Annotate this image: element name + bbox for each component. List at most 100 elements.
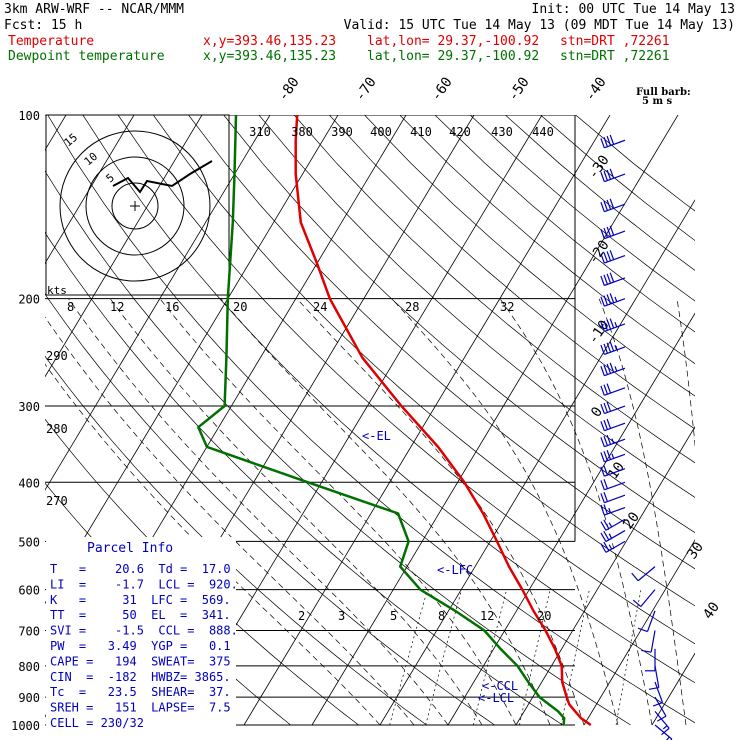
wind-barb-flag	[600, 253, 605, 264]
isotherm-line	[243, 115, 611, 726]
wind-barb	[600, 383, 626, 396]
wind-barb-flag	[603, 541, 610, 552]
wind-barb-flag	[603, 343, 608, 354]
theta-label: 390	[331, 125, 353, 139]
wind-barb	[600, 272, 626, 287]
parcel-info-row: CAPE = 194 SWEAT= 375	[50, 654, 231, 668]
pressure-label: 900	[18, 691, 40, 705]
hodograph-speed-label: 24	[313, 300, 327, 314]
isotherm-line	[447, 312, 695, 726]
theta-label-left: 290	[46, 349, 68, 363]
isotherm-line	[515, 425, 695, 726]
hodograph-speed-label: 20	[233, 300, 247, 314]
wind-barb-flag	[603, 295, 608, 306]
wind-barb	[654, 724, 673, 740]
wind-barb-flag	[603, 530, 610, 541]
wind-barb	[600, 401, 626, 415]
mixing-ratio-label: 8	[438, 609, 445, 623]
wind-barb-flag	[614, 321, 618, 328]
wind-barb-flag	[600, 344, 605, 355]
hodograph-ring-label: 5	[104, 171, 117, 185]
wind-barb-flag	[606, 273, 612, 284]
moist-adiabat-line	[676, 298, 695, 449]
theta-label: 400	[370, 125, 392, 139]
wind-barb-staff	[654, 696, 667, 717]
mixing-ratio-line	[472, 589, 507, 726]
wind-barb-flag	[609, 362, 615, 373]
wind-barb-staff	[604, 367, 626, 377]
wind-barb-flag	[606, 169, 612, 180]
wind-barb-flag	[603, 519, 610, 529]
isotherm-line	[45, 115, 203, 378]
hodograph-ring	[59, 130, 211, 282]
wind-barb	[600, 134, 626, 149]
parcel-info-row: SREH = 151 LAPSE= 7.5	[50, 701, 231, 715]
wind-barb	[637, 610, 656, 633]
isotherm-label: -40	[582, 74, 610, 104]
isotherm-label: -70	[352, 74, 380, 104]
mixing-ratio-line	[519, 589, 551, 726]
wind-barb-staff	[650, 630, 656, 653]
temp-stn: stn=DRT ,72261	[560, 34, 670, 49]
wind-barb	[632, 589, 656, 607]
wind-barb-flag	[600, 437, 605, 447]
wind-barb-flag	[603, 504, 608, 515]
wind-barb-flag	[606, 294, 612, 305]
theta-label-left: 270	[46, 494, 68, 508]
wind-barb-flag	[608, 522, 613, 528]
wind-barb	[631, 566, 656, 582]
isotherm-line	[175, 115, 543, 726]
pressure-label: 400	[18, 476, 40, 490]
wind-barb-flag	[606, 450, 612, 460]
isotherm-line	[651, 652, 695, 726]
wind-barb-flag	[614, 296, 618, 302]
wind-barb	[600, 504, 626, 516]
mixing-ratio-label: 12	[480, 609, 494, 623]
hodograph-speed-label: 16	[165, 300, 179, 314]
wind-barb-staff	[604, 405, 626, 415]
wind-barb-flag	[606, 199, 612, 210]
wind-barb	[600, 318, 626, 332]
wind-barb-flag	[603, 364, 608, 375]
wind-barb-flag	[603, 320, 608, 331]
pressure-label: 800	[18, 660, 40, 674]
hodograph-kts-label: kts	[47, 284, 67, 297]
dew-stn: stn=DRT ,72261	[560, 49, 670, 64]
parcel-info-panel: Parcel Info T = 20.6 Td = 17.0LI = -1.7 …	[46, 537, 238, 730]
wind-barb	[652, 681, 664, 707]
wind-barb-flag	[609, 341, 615, 352]
wind-barb-staff	[604, 173, 626, 183]
wind-barb	[600, 540, 626, 553]
dew-legend-label: Dewpoint temperature	[8, 49, 165, 64]
wind-barbs	[600, 134, 673, 740]
pressure-label: 500	[18, 535, 40, 549]
wind-barb-flag	[632, 599, 642, 607]
wind-barb-flag	[611, 438, 615, 444]
hodograph-speed-label: 28	[405, 300, 419, 314]
isotherm-label: -10	[585, 317, 613, 347]
mixing-ratio-label: 2	[298, 609, 305, 623]
wind-barb-flag	[609, 272, 615, 283]
forecast-hour: Fcst: 15 h	[4, 18, 82, 33]
dry-adiabat-line	[364, 115, 695, 397]
wind-barb-staff	[605, 540, 626, 553]
wind-barb	[600, 479, 626, 491]
wind-barb-flag	[606, 226, 612, 237]
mixing-ratio-label: 3	[338, 609, 345, 623]
parcel-info-row: T = 20.6 Td = 17.0	[50, 562, 231, 576]
wind-barb-flag	[606, 418, 612, 429]
dry-adiabat-line	[82, 115, 695, 684]
wind-barb-flag	[609, 318, 615, 329]
hodograph-ring	[111, 182, 159, 230]
model-title: 3km ARW-WRF -- NCAR/MMM	[4, 2, 184, 17]
wind-barb-flag	[609, 250, 615, 260]
isotherm-label: 10	[605, 459, 628, 482]
mixing-ratio-line	[389, 589, 428, 726]
wind-barb	[600, 293, 626, 307]
pressure-label: 1000	[11, 719, 40, 733]
wind-barb-flag	[652, 702, 663, 707]
pressure-label: 700	[18, 625, 40, 639]
wind-barb-flag	[603, 491, 608, 502]
wind-barb-flag	[611, 453, 615, 459]
wind-barb-flag	[631, 572, 639, 582]
